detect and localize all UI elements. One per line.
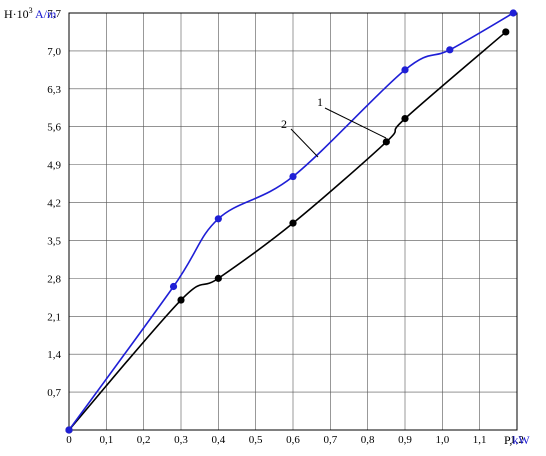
series-2-point xyxy=(509,9,517,17)
y-tick-label: 3,5 xyxy=(47,235,61,247)
series-2-line xyxy=(68,12,514,431)
y-axis-title-prefix: H·10 xyxy=(4,7,29,21)
x-tick-label: 0,5 xyxy=(249,434,263,446)
curve-1-label: 1 xyxy=(317,95,323,109)
series-1-line xyxy=(68,31,507,431)
curve-2-leader xyxy=(290,128,319,158)
x-tick-label: 1,1 xyxy=(473,434,487,446)
y-tick-label: 5,6 xyxy=(47,122,61,134)
series-1-point xyxy=(177,296,185,304)
x-tick-label: 0,6 xyxy=(286,434,300,446)
series-2-point xyxy=(289,172,297,181)
series-1-point xyxy=(401,115,409,123)
ticks-layer: 0 0,1 0,2 0,3 0,4 0,5 0,6 0,7 0,8 0,9 1,0 1,1 1,2 0,7… xyxy=(47,8,524,446)
x-tick-label: 1,0 xyxy=(435,434,449,446)
y-tick-label: 0,7 xyxy=(47,387,61,399)
y-axis-title: H·103 A/m xyxy=(4,6,57,21)
series-1-point xyxy=(289,219,297,227)
x-tick-label: 0,8 xyxy=(361,434,375,446)
series-2-point xyxy=(65,426,73,434)
series-1-point xyxy=(214,274,222,282)
y-tick-label: 7,0 xyxy=(47,46,61,58)
y-tick-label: 4,2 xyxy=(47,198,61,210)
y-tick-label: 7,7 xyxy=(47,8,61,20)
plot-frame xyxy=(68,12,518,431)
series-1-point xyxy=(502,28,510,36)
grid xyxy=(69,13,517,430)
x-tick-label: 0 xyxy=(66,434,72,446)
y-tick-label: 2,1 xyxy=(47,311,61,323)
curve-2-label: 2 xyxy=(281,117,287,131)
x-tick-label: 0,4 xyxy=(211,434,225,446)
series-layer xyxy=(65,9,517,434)
x-tick-label: 0,2 xyxy=(137,434,151,446)
x-tick-label: 0,9 xyxy=(398,434,412,446)
y-tick-label: 6,3 xyxy=(47,84,61,96)
y-axis-title-exponent: 3 xyxy=(29,6,33,15)
y-tick-label: 2,8 xyxy=(47,273,61,285)
y-tick-label: 4,9 xyxy=(47,160,61,172)
series-1-point xyxy=(382,138,390,146)
x-axis-title-unit: kW xyxy=(512,433,530,447)
curve-1-leader xyxy=(324,107,387,139)
x-tick-label: 0,7 xyxy=(323,434,337,446)
series-2-point xyxy=(169,282,178,291)
y-tick-label: 1,4 xyxy=(47,349,61,361)
x-tick-label: 0,1 xyxy=(99,434,113,446)
y-axis-title-unit: A/m xyxy=(35,7,57,21)
x-tick-label: 1,2 xyxy=(510,434,524,446)
x-axis-title: P,kW xyxy=(504,433,530,447)
series-2-point xyxy=(214,215,222,223)
series-2-point xyxy=(446,46,454,54)
x-axis-title-prefix: P, xyxy=(504,433,512,447)
x-tick-label: 0,3 xyxy=(174,434,188,446)
series-2-point xyxy=(401,66,409,74)
